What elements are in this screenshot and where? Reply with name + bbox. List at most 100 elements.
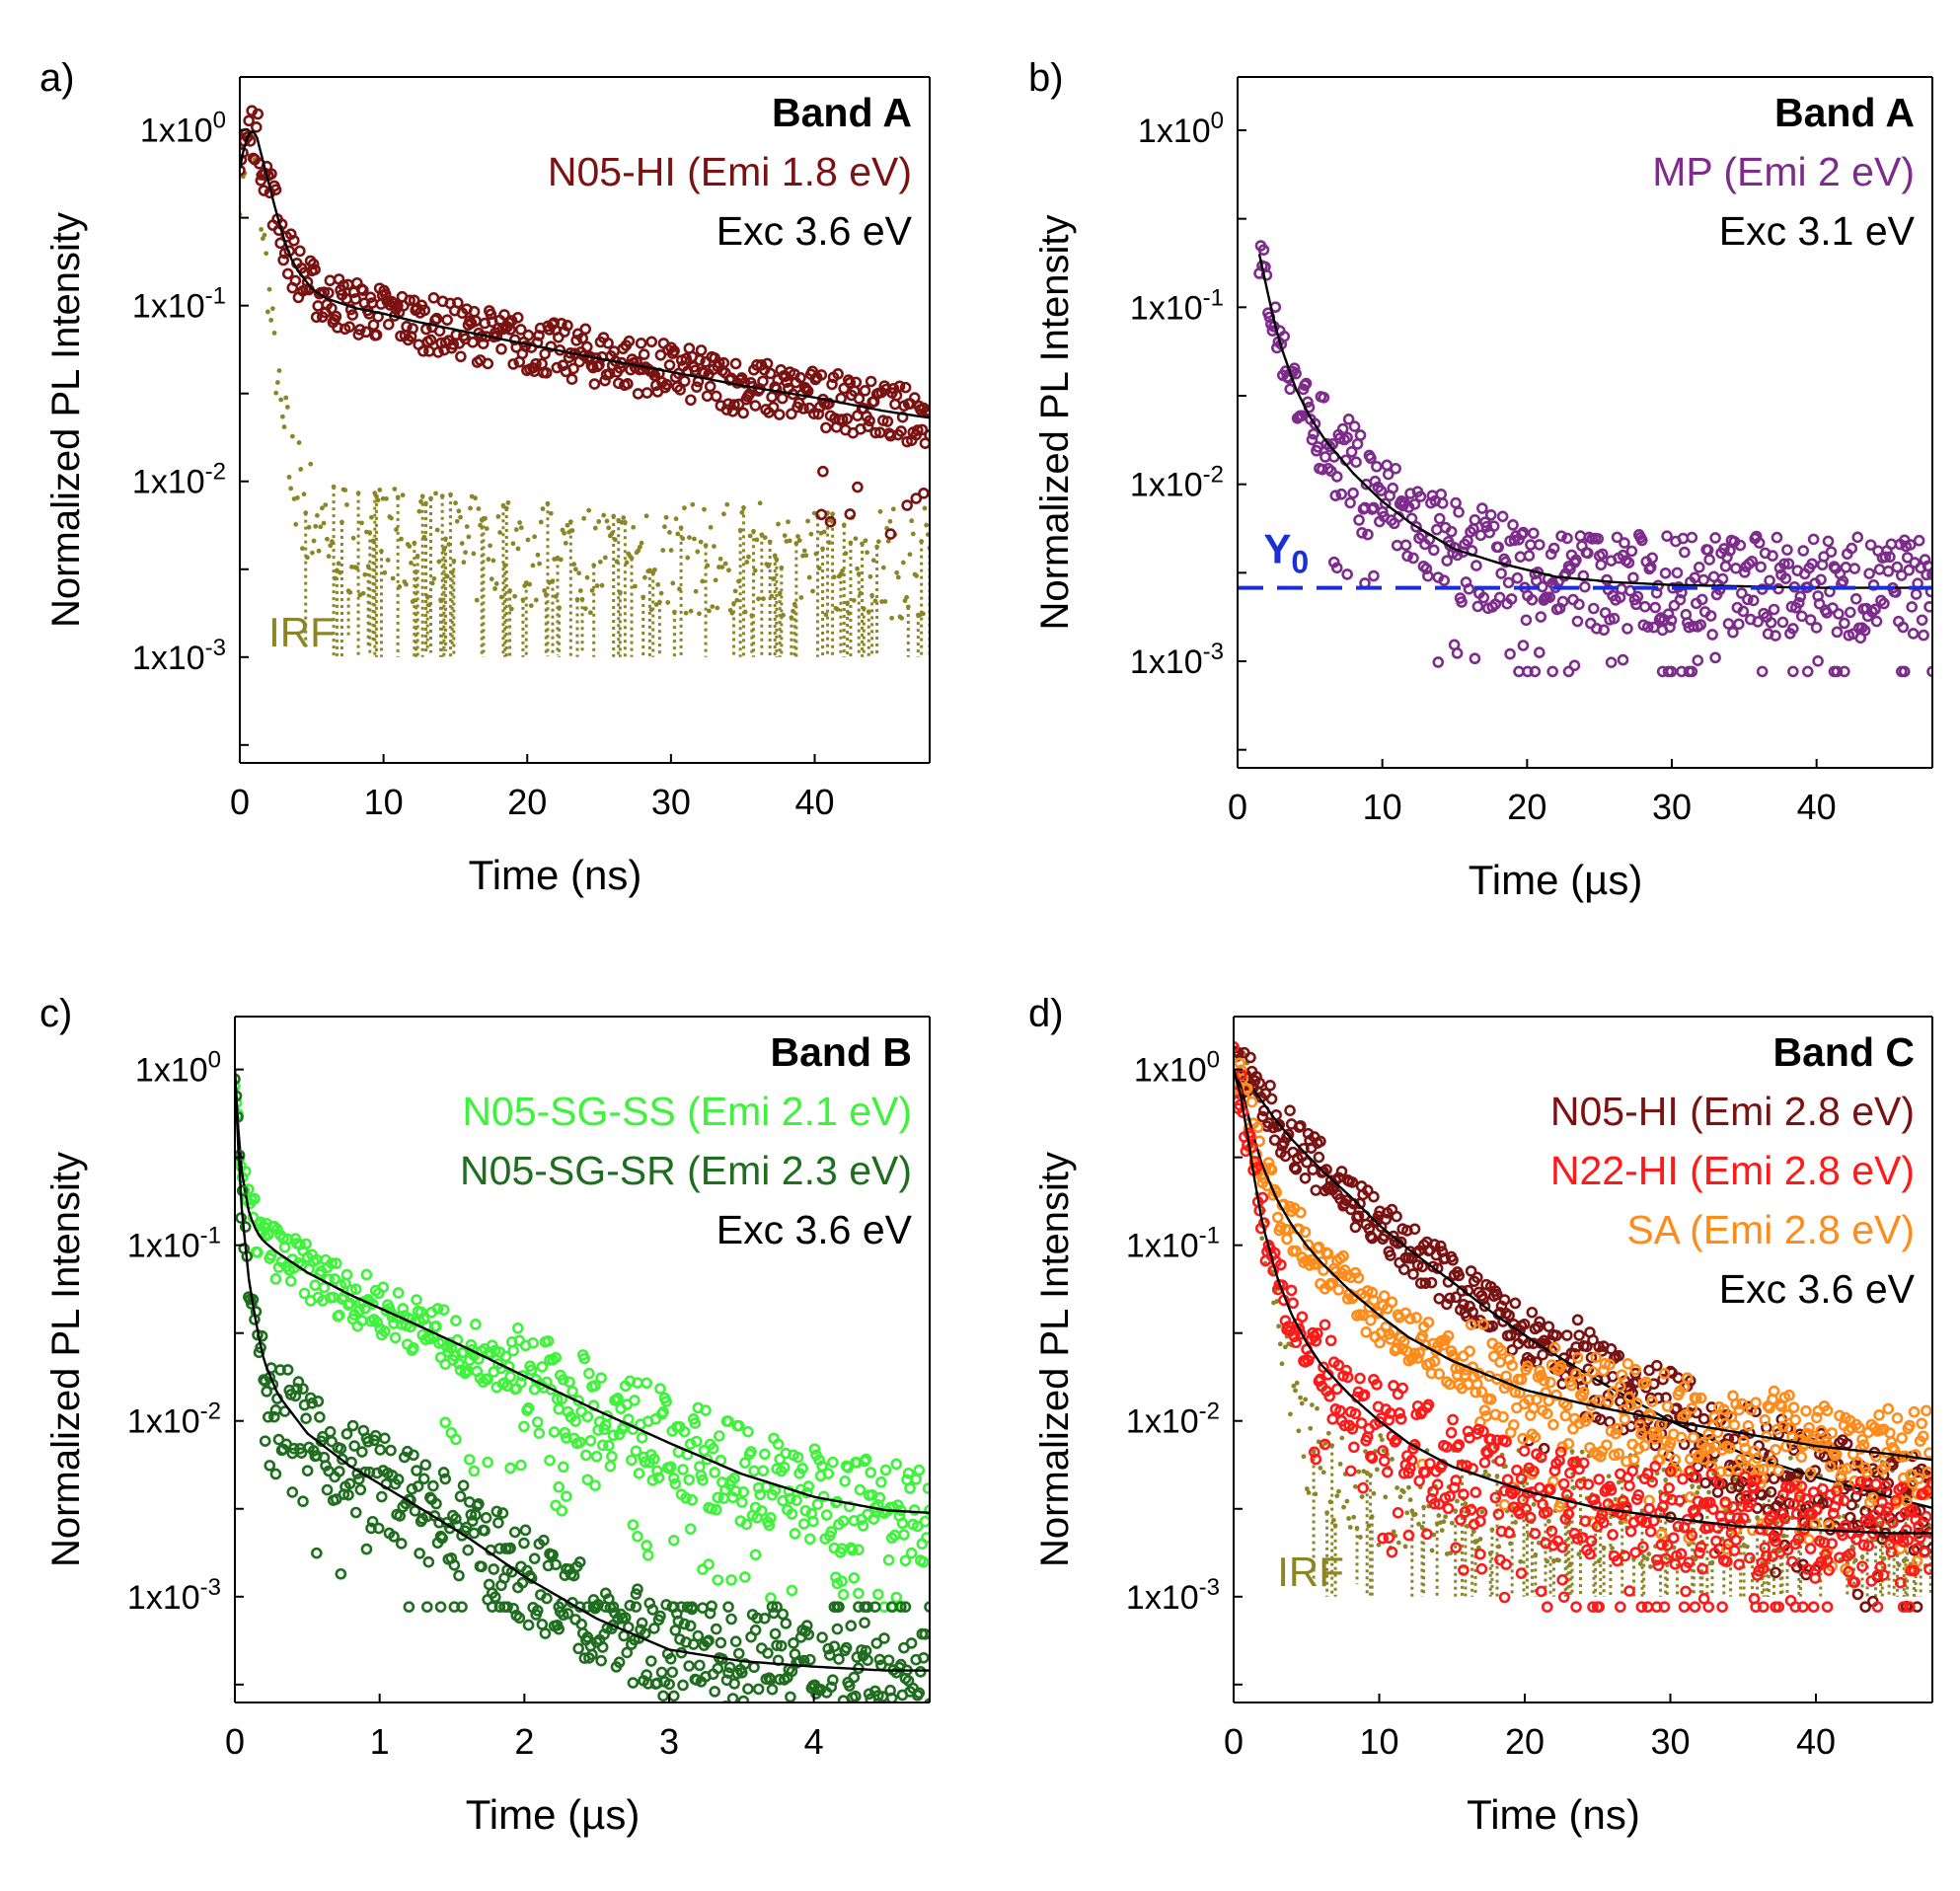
data-point [697,611,702,617]
data-point [1515,1373,1528,1386]
data-point [1368,1294,1380,1307]
data-point [1696,593,1708,606]
data-point [843,551,849,557]
data-point [1820,1549,1832,1560]
data-point [522,1401,535,1414]
data-point [1538,1375,1550,1387]
data-point [1731,1464,1744,1476]
data-point [1465,1319,1477,1330]
data-point [1369,1514,1375,1520]
data-point [439,1416,451,1429]
data-point [1368,501,1380,514]
data-point [769,593,775,599]
data-point [1747,594,1760,607]
data-point [1341,568,1353,580]
data-point [825,1526,838,1538]
data-point [1624,1399,1637,1411]
data-point [375,497,381,503]
data-point [507,1344,520,1357]
data-point [1776,616,1789,629]
data-point [298,1287,311,1300]
data-point [766,1683,779,1696]
data-point [1402,1544,1408,1550]
y-tick-base: 1x10 [127,1228,200,1265]
data-point [1626,1465,1638,1477]
data-point [1674,1494,1686,1507]
data-point [468,1527,481,1540]
data-point [653,602,659,607]
data-point [299,546,305,552]
data-point [804,1653,816,1666]
data-point [1691,1472,1702,1483]
data-point [710,1623,722,1635]
data-point [677,1464,689,1475]
data-point [785,1691,796,1702]
data-point [646,1475,659,1486]
data-point [1694,1547,1705,1558]
data-point [1610,1427,1621,1440]
data-point [1296,1311,1309,1324]
data-point [1521,1360,1534,1373]
data-point [612,537,618,543]
data-point [1741,593,1754,606]
plot-area [235,1069,930,1702]
data-point [1781,1544,1794,1556]
data-point [1386,1546,1398,1558]
data-point [1459,1506,1471,1518]
data-point [1408,1223,1421,1236]
legend-entry: MP (Emi 2 eV) [1652,149,1915,194]
data-point [1783,1497,1795,1509]
data-point [497,530,502,535]
data-point [451,559,457,564]
data-point [1504,1329,1517,1341]
data-point [1795,1480,1808,1492]
data-point [1353,514,1365,526]
data-point [1579,580,1591,593]
data-point [310,550,315,556]
data-point [1607,1529,1619,1541]
data-point [1556,1557,1561,1563]
data-point [749,1624,762,1636]
data-point [1669,1454,1682,1466]
data-point [709,1467,721,1478]
data-point [1493,591,1506,604]
data-point [1310,1184,1322,1196]
data-point [589,1479,601,1491]
data-point [1581,1340,1593,1353]
data-point [1753,537,1766,549]
data-point [851,597,857,603]
data-point [729,1635,742,1648]
data-point [439,493,445,499]
data-point [1391,1342,1402,1354]
data-point [1926,665,1932,678]
data-point [1529,665,1542,678]
data-point [845,600,850,606]
data-point [1826,1538,1838,1550]
data-point [869,426,881,439]
data-point [1876,1496,1888,1508]
y-tick-exp: -1 [205,283,226,310]
data-point [1354,1525,1360,1531]
data-point [759,532,765,538]
data-point [648,1453,660,1466]
data-point [1585,1351,1598,1364]
data-point [654,348,667,361]
y-tick-base: 1x10 [1126,1403,1199,1441]
data-point [1904,539,1917,551]
data-point [392,299,404,312]
data-point [1823,1564,1835,1576]
data-point [572,1642,584,1655]
data-point [1582,547,1594,560]
data-point [385,1444,397,1457]
data-point [1533,1551,1539,1557]
data-point [708,524,714,530]
data-point [1590,1499,1602,1511]
data-point [252,1247,264,1258]
data-point [486,557,491,563]
data-point [281,1233,294,1246]
data-point [1487,1350,1500,1363]
data-point [1918,629,1929,642]
data-point [476,506,482,511]
data-point [767,539,773,545]
data-point [1710,1535,1722,1548]
